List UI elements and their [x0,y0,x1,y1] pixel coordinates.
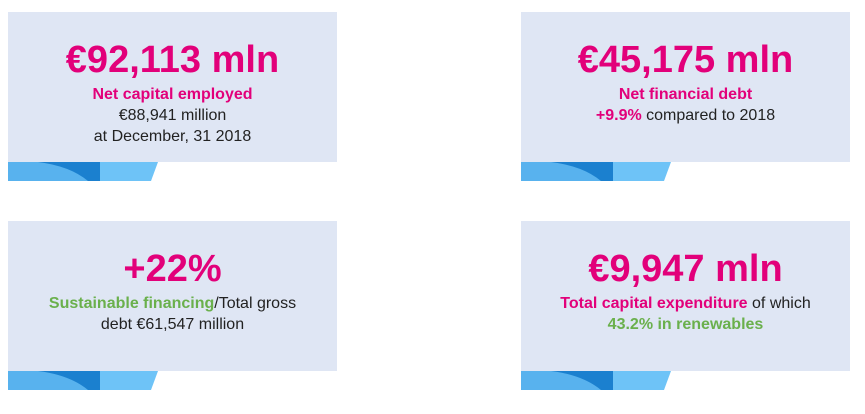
text-segment: €88,941 million [118,107,227,124]
kpi-text-line: Net financial debt [521,84,850,105]
kpi-value: €9,947 mln [588,248,783,290]
kpi-card: €9,947 mln Total capital expenditure of w… [521,221,850,371]
kpi-text-line: Total capital expenditure of which [521,293,850,314]
kpi-text-line: €88,941 million [8,105,337,126]
text-segment: 43.2% in renewables [607,316,764,333]
decor-strip [521,162,671,181]
text-segment: +9.9% [595,107,642,124]
curve [521,371,601,390]
text-segment: /Total gross [214,295,297,312]
text-segment: Net financial debt [618,86,753,103]
kpi-value: €92,113 mln [65,39,280,81]
curve [8,162,88,181]
text-segment: Net capital employed [92,86,253,103]
text-segment: Sustainable financing [48,295,215,312]
kpi-value: €45,175 mln [577,39,794,81]
kpi-text-line: 43.2% in renewables [521,314,850,335]
kpi-card: €92,113 mln Net capital employed €88,941 m… [8,12,337,162]
text-segment: at December, 31 2018 [93,128,252,145]
text-segment: Total capital expenditure [560,295,748,312]
decor-strip [8,371,158,390]
kpi-text-line: +9.9% compared to 2018 [521,105,850,126]
kpi-value: +22% [123,248,222,290]
decor-strip [521,371,671,390]
kpi-text-line: Sustainable financing/Total gross [8,293,337,314]
text-segment: debt €61,547 million [100,316,245,333]
kpi-text-line: at December, 31 2018 [8,126,337,147]
curve [8,371,88,390]
kpi-card: +22% Sustainable financing/Total gross deb… [8,221,337,371]
kpi-card: €45,175 mln Net financial debt +9.9% compa… [521,12,850,162]
kpi-text-line: debt €61,547 million [8,314,337,335]
curve [521,162,601,181]
text-segment: compared to 2018 [641,107,776,124]
kpi-text-line: Net capital employed [8,84,337,105]
text-segment: of which [747,295,811,312]
decor-strip [8,162,158,181]
